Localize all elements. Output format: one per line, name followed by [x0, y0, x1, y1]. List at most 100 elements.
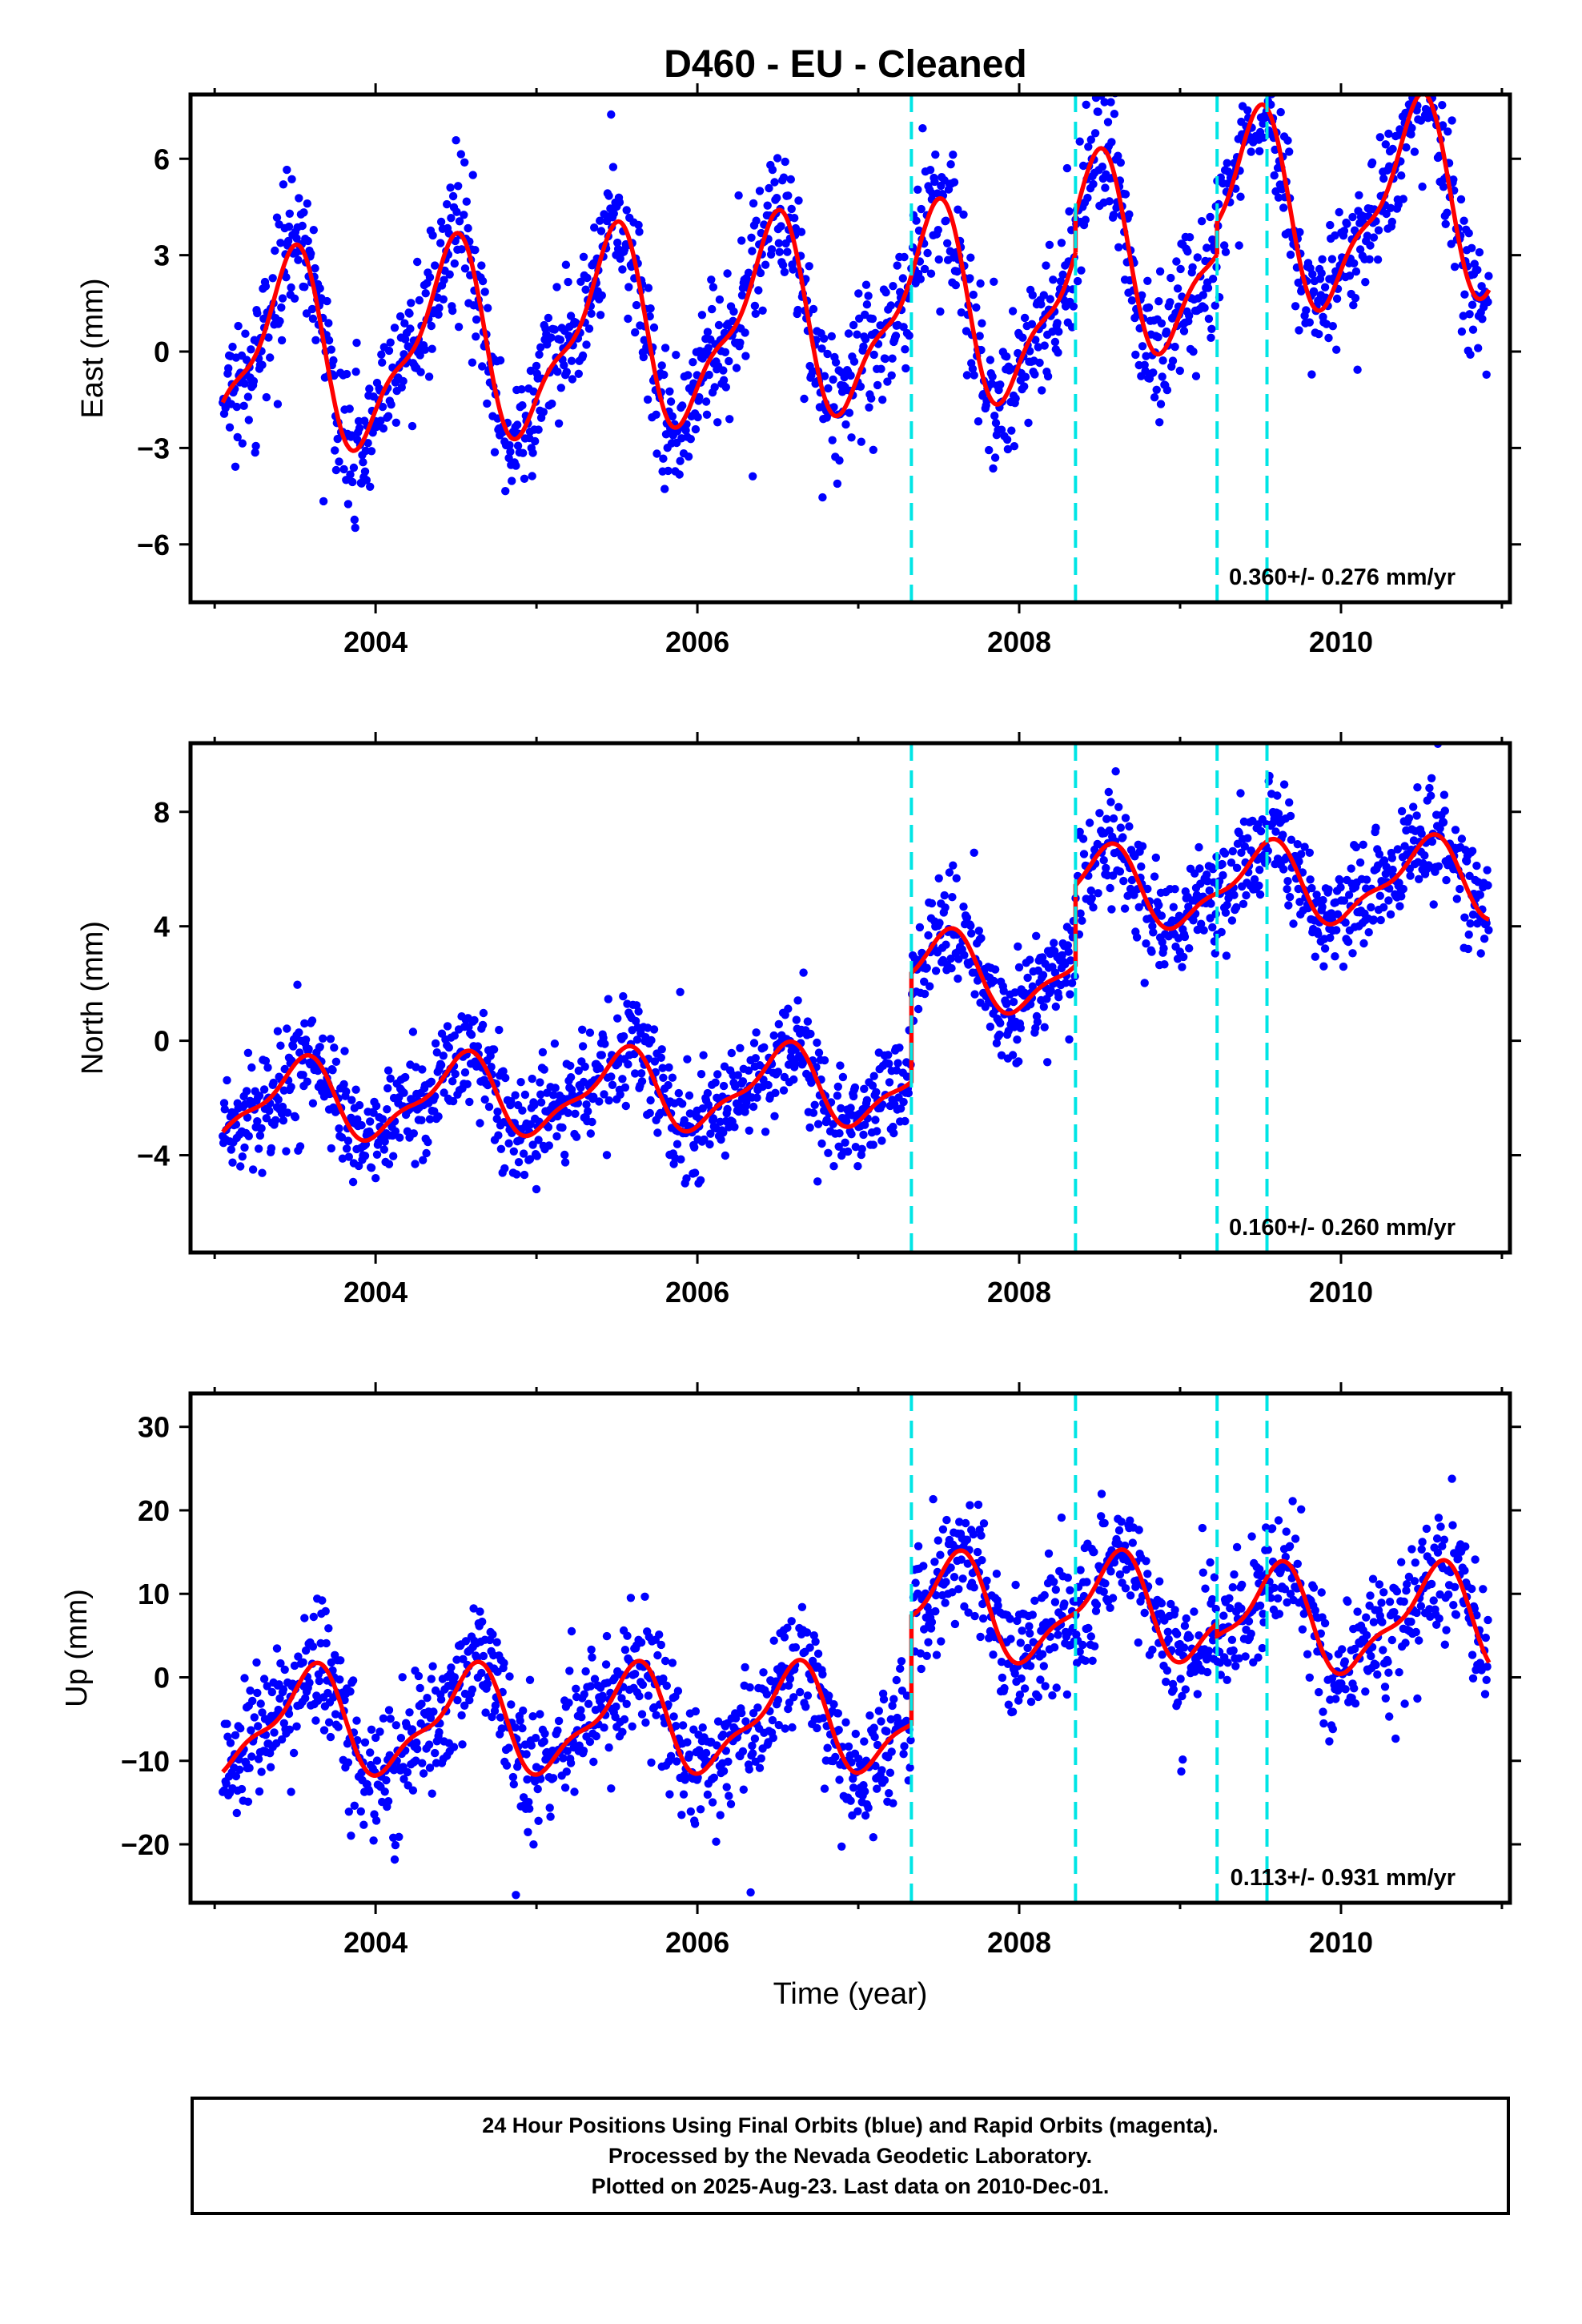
- east-data-point: [1062, 163, 1072, 173]
- north-data-point: [1395, 879, 1403, 887]
- up-data-point: [294, 1652, 303, 1661]
- north-data-point: [1420, 851, 1429, 860]
- up-data-point: [479, 1651, 488, 1661]
- north-data-point: [1115, 867, 1125, 876]
- east-data-point: [478, 362, 487, 371]
- north-data-point: [1094, 889, 1102, 898]
- north-data-point: [291, 1112, 300, 1122]
- north-data-point: [1376, 915, 1385, 925]
- up-data-point: [276, 1659, 285, 1668]
- up-data-point: [851, 1729, 861, 1739]
- north-data-point: [1379, 856, 1389, 865]
- east-data-point: [251, 441, 260, 451]
- east-data-point: [352, 338, 361, 348]
- up-data-point: [709, 1773, 718, 1782]
- up-data-point: [869, 1723, 878, 1732]
- east-data-point: [752, 216, 761, 225]
- east-data-point: [528, 472, 536, 480]
- up-data-point: [449, 1743, 459, 1751]
- up-data-point: [924, 1638, 933, 1647]
- north-data-point: [1355, 858, 1365, 867]
- up-data-point: [240, 1674, 249, 1683]
- up-data-point: [335, 1675, 344, 1684]
- up-data-point: [1169, 1685, 1178, 1694]
- up-data-point: [976, 1632, 985, 1642]
- north-data-point: [1239, 899, 1248, 909]
- up-data-point: [1353, 1607, 1362, 1616]
- east-data-point: [268, 274, 277, 283]
- north-data-point: [1089, 903, 1098, 912]
- east-data-point: [308, 314, 318, 324]
- north-x-tick-label: 2010: [1309, 1276, 1373, 1309]
- up-data-point: [860, 1737, 869, 1746]
- east-data-point: [339, 464, 348, 474]
- up-data-point: [741, 1663, 749, 1672]
- north-data-point: [496, 1144, 506, 1154]
- up-data-point: [375, 1727, 384, 1736]
- up-data-point: [846, 1796, 855, 1805]
- east-data-point: [676, 456, 685, 465]
- north-data-point: [904, 1088, 913, 1098]
- east-data-point: [1439, 183, 1448, 191]
- east-data-point: [1203, 283, 1213, 292]
- north-data-point: [307, 1016, 317, 1025]
- up-data-point: [287, 1787, 295, 1796]
- up-data-point: [1227, 1635, 1237, 1644]
- east-data-point: [303, 236, 312, 246]
- east-data-point: [262, 392, 271, 402]
- east-data-point: [452, 207, 461, 216]
- up-data-point: [1280, 1585, 1290, 1594]
- up-data-point: [356, 1807, 365, 1816]
- north-data-point: [514, 1158, 524, 1167]
- north-data-point: [621, 1101, 630, 1111]
- up-data-point: [1173, 1698, 1182, 1707]
- east-data-point: [877, 364, 885, 373]
- north-data-point: [764, 1080, 773, 1090]
- north-data-point: [371, 1101, 381, 1111]
- east-data-point: [324, 336, 334, 345]
- east-data-point: [518, 401, 527, 410]
- up-data-point: [716, 1811, 725, 1819]
- up-data-point: [468, 1685, 477, 1694]
- north-data-point: [342, 1144, 351, 1153]
- north-data-point: [258, 1168, 267, 1177]
- east-data-point: [1267, 100, 1275, 109]
- up-data-point: [452, 1655, 461, 1664]
- east-data-point: [873, 380, 882, 390]
- north-data-point: [1109, 814, 1118, 823]
- north-data-point: [869, 1140, 878, 1149]
- up-data-point: [484, 1679, 492, 1688]
- up-data-point: [1325, 1737, 1334, 1746]
- east-data-point: [1045, 240, 1054, 249]
- up-data-point: [1206, 1558, 1215, 1567]
- north-data-point: [271, 1116, 280, 1125]
- up-data-point: [274, 1705, 283, 1715]
- east-data-point: [859, 342, 868, 351]
- north-data-point: [1028, 982, 1038, 991]
- north-data-point: [789, 1075, 798, 1084]
- up-data-point: [1050, 1578, 1058, 1586]
- east-data-point: [323, 296, 331, 306]
- north-data-point: [1066, 990, 1074, 999]
- north-data-point: [650, 1057, 660, 1066]
- east-data-point: [1322, 320, 1331, 328]
- east-data-point: [1236, 192, 1245, 201]
- north-data-point: [1170, 885, 1179, 894]
- up-data-point: [1383, 1658, 1392, 1667]
- east-data-point: [347, 431, 356, 440]
- up-data-point: [1180, 1622, 1190, 1630]
- up-data-point: [340, 1695, 349, 1705]
- up-data-point: [1208, 1594, 1217, 1604]
- up-data-point: [805, 1643, 814, 1652]
- east-data-point: [1039, 291, 1049, 300]
- up-data-point: [906, 1735, 915, 1745]
- east-data-point: [657, 361, 666, 370]
- east-data-point: [1116, 158, 1126, 167]
- east-data-point: [768, 165, 777, 175]
- north-data-point: [1102, 863, 1110, 873]
- up-data-point: [1028, 1610, 1038, 1619]
- up-data-point: [917, 1664, 926, 1674]
- north-data-point: [532, 1184, 541, 1194]
- up-data-point: [1407, 1617, 1415, 1626]
- north-data-point: [1344, 891, 1354, 899]
